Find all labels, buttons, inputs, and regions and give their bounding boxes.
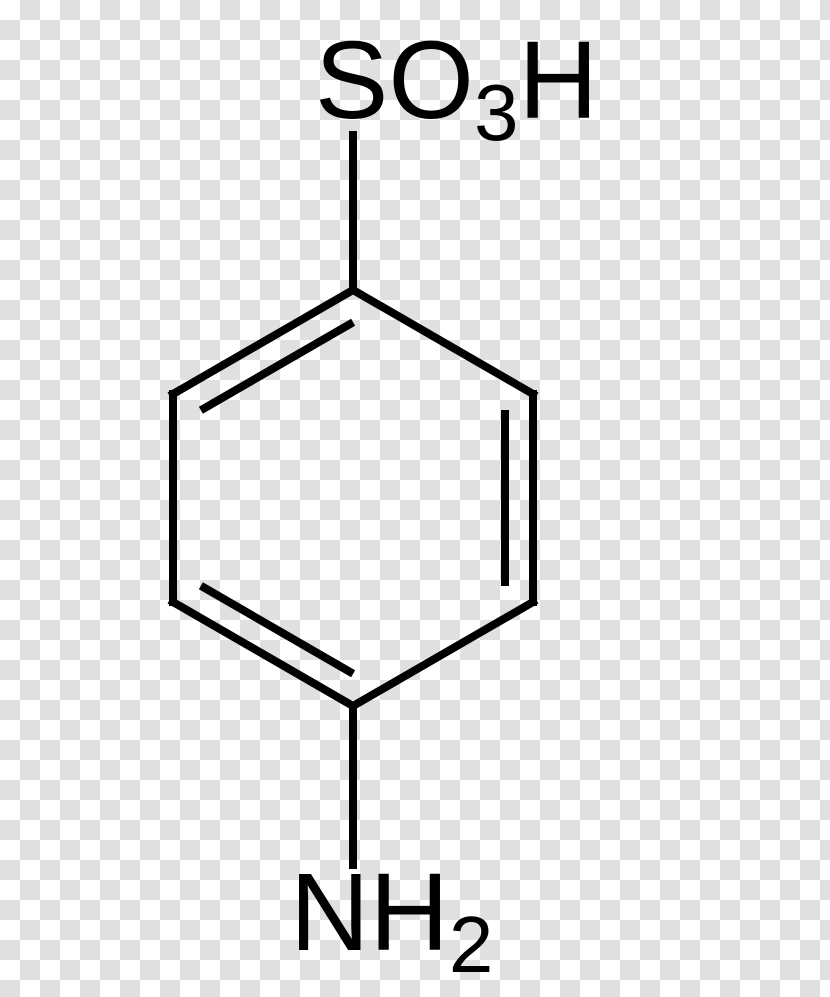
bond-layer [173,135,533,865]
chemical-structure-diagram: SO3H NH2 [0,0,830,997]
atom-label-nh2: NH2 [290,851,493,989]
atom-label-so3h: SO3H [315,19,598,157]
ring-bond [353,290,533,394]
ring-bond [353,602,533,706]
label-layer: SO3H NH2 [290,19,598,989]
